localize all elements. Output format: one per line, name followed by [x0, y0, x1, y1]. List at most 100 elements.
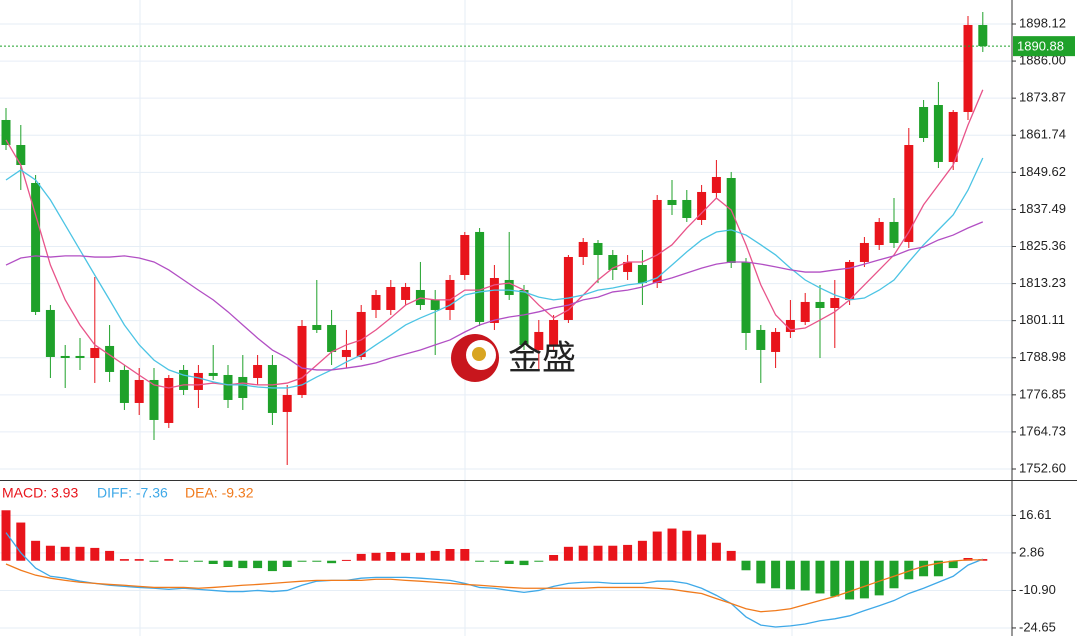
indicator-header: DIFF: -7.36 — [97, 485, 168, 501]
macd-bar — [371, 552, 381, 561]
candle-body — [682, 199, 692, 218]
macd-bar — [756, 560, 766, 584]
candle-body — [1, 119, 11, 146]
candle-body — [134, 379, 144, 403]
macd-bar — [475, 560, 485, 562]
y-tick-label: 1752.60 — [1019, 460, 1066, 475]
macd-bar — [933, 560, 943, 577]
macd-bar — [711, 542, 721, 561]
candle-body — [534, 331, 544, 350]
last-price-box — [1013, 36, 1075, 57]
macd-bar — [667, 528, 677, 561]
candle-body — [667, 199, 677, 206]
indicator-header: DEA: -9.32 — [185, 485, 254, 501]
macd-bar — [578, 545, 588, 561]
y-tick-label: 1776.85 — [1019, 386, 1066, 401]
candle-body — [149, 379, 159, 420]
watermark-text: 金盛 — [508, 339, 576, 379]
macd-bar — [845, 560, 855, 600]
macd-bar — [45, 545, 55, 561]
candle-body — [549, 319, 559, 345]
macd-bar — [549, 555, 559, 561]
macd-bar — [90, 547, 100, 561]
y-tick-label: 1898.12 — [1019, 15, 1066, 30]
candle-body — [297, 325, 307, 395]
indicator-header: MACD: 3.93 — [2, 485, 78, 501]
candle-body — [593, 242, 603, 255]
macd-bar — [889, 560, 899, 589]
candle-body — [282, 394, 292, 412]
macd-bar — [179, 560, 189, 562]
candle-body — [578, 241, 588, 257]
macd-bar — [119, 559, 129, 561]
candle-body — [223, 374, 233, 400]
y-tick-label: 2.86 — [1019, 544, 1044, 559]
candle-body — [637, 264, 647, 283]
indicator-line — [5, 559, 983, 613]
candle-body — [430, 299, 440, 310]
candle-body — [874, 221, 884, 245]
macd-bar — [312, 560, 322, 562]
candle-body — [963, 25, 973, 112]
candle-body — [504, 279, 514, 295]
macd-bar — [504, 560, 514, 564]
y-tick-label: 1788.98 — [1019, 349, 1066, 364]
macd-bar — [489, 560, 499, 562]
macd-bar — [267, 560, 277, 572]
y-tick-label: -24.65 — [1019, 619, 1056, 634]
candle-body — [519, 289, 529, 345]
macd-bar — [608, 545, 618, 561]
macd-bar — [874, 560, 884, 596]
macd-bar — [223, 560, 233, 567]
macd-bar — [341, 559, 351, 561]
candle-body — [771, 331, 781, 352]
candle-body — [652, 199, 662, 283]
candle-body — [119, 369, 129, 403]
candle-body — [164, 377, 174, 423]
candle-body — [489, 277, 499, 323]
candle-body — [105, 345, 115, 372]
macd-bar — [386, 552, 396, 561]
macd-bar — [134, 559, 144, 561]
candle-body — [238, 376, 248, 398]
macd-bar — [31, 540, 41, 561]
macd-bar — [297, 560, 307, 562]
candle-body — [815, 301, 825, 308]
candle-body — [933, 105, 943, 162]
candle-body — [341, 349, 351, 357]
candle-body — [845, 261, 855, 300]
candle-body — [312, 324, 322, 330]
y-tick-label: 1825.36 — [1019, 238, 1066, 253]
candle-body — [800, 301, 810, 322]
candle-body — [386, 286, 396, 310]
marks-layer — [0, 11, 1012, 628]
y-tick-label: 1764.73 — [1019, 423, 1066, 438]
candle-body — [623, 261, 633, 272]
candle-body — [253, 364, 263, 378]
candle-body — [267, 364, 277, 413]
candle-body — [697, 191, 707, 220]
macd-bar — [741, 560, 751, 571]
candle-body — [475, 231, 485, 322]
y-tick-label: 1849.62 — [1019, 164, 1066, 179]
candle-body — [371, 294, 381, 310]
macd-bar — [682, 530, 692, 561]
macd-bar — [726, 550, 736, 561]
macd-bar — [149, 560, 159, 562]
candle-body — [16, 145, 26, 166]
candle-body — [356, 311, 366, 357]
indicator-line — [5, 221, 984, 371]
candle-body — [45, 309, 55, 357]
macd-bar — [563, 546, 573, 561]
candle-body — [327, 324, 337, 352]
y-tick-label: 1886.00 — [1019, 53, 1066, 68]
macd-bar — [327, 560, 337, 564]
logo — [472, 347, 486, 361]
macd-bar — [16, 522, 26, 561]
y-tick-label: 1801.11 — [1019, 312, 1065, 327]
macd-bar — [253, 560, 263, 569]
macd-bar — [948, 560, 958, 569]
macd-bar — [637, 540, 647, 561]
